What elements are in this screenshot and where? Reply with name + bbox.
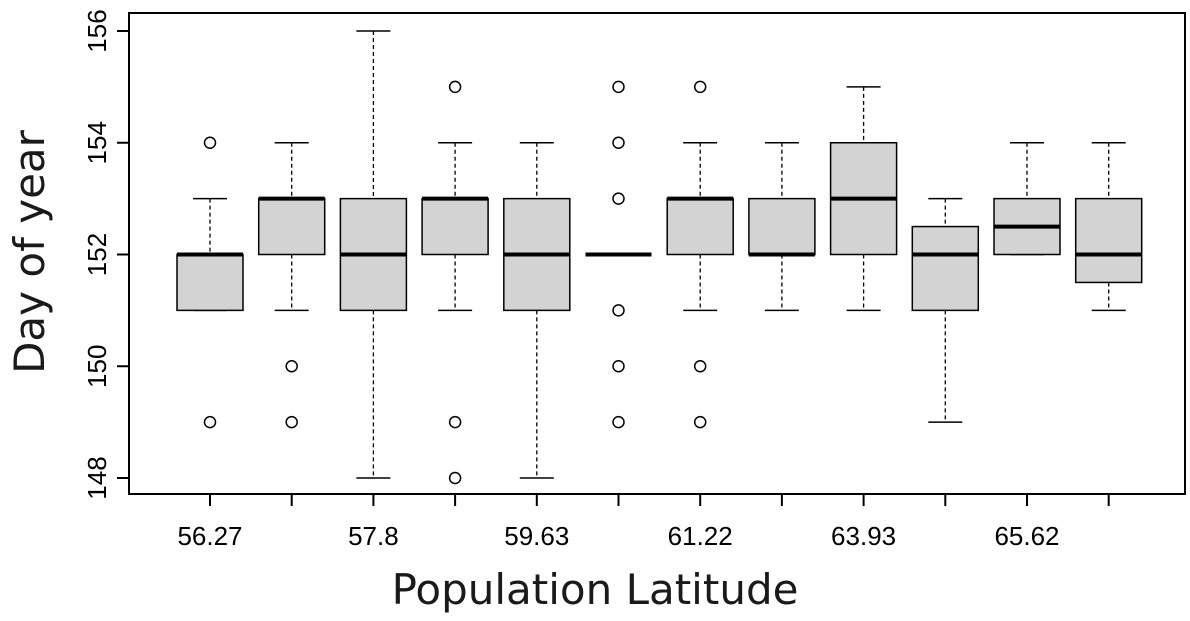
outlier-point xyxy=(203,136,217,149)
outlier-point xyxy=(612,80,625,94)
outlier-point xyxy=(612,415,625,429)
box-group xyxy=(585,80,652,429)
y-tick-label: 156 xyxy=(82,9,112,52)
x-tick-label: 61.22 xyxy=(668,521,733,551)
y-tick-label: 152 xyxy=(82,233,112,276)
outlier-point xyxy=(448,471,462,485)
iqr-box xyxy=(176,253,244,312)
x-tick-label: 65.62 xyxy=(994,521,1059,551)
box-group xyxy=(666,80,734,429)
y-axis-title: Day of year xyxy=(5,129,54,374)
x-tick-label: 59.63 xyxy=(504,521,569,551)
outlier-point xyxy=(612,304,625,317)
outlier-point xyxy=(448,415,462,429)
box-group xyxy=(1074,142,1143,312)
outlier-point xyxy=(693,80,707,94)
box-group xyxy=(911,197,980,423)
x-axis: 56.27 57.8 59.63 61.22 63.93 65.62 xyxy=(177,493,1110,551)
iqr-box xyxy=(911,225,980,312)
outlier-point xyxy=(285,360,298,373)
y-tick-label: 150 xyxy=(82,345,112,388)
y-axis: 148 150 152 154 156 xyxy=(82,9,130,500)
outlier-point xyxy=(612,360,625,373)
outlier-point xyxy=(693,415,707,429)
outlier-point xyxy=(448,80,462,94)
outlier-point xyxy=(612,192,625,205)
box-series xyxy=(176,30,1143,485)
outlier-point xyxy=(203,415,217,429)
box-group xyxy=(176,136,244,429)
x-tick-label: 63.93 xyxy=(831,521,896,551)
box-group xyxy=(829,86,898,312)
outlier-point xyxy=(285,415,298,429)
x-axis-title: Population Latitude xyxy=(392,565,799,614)
iqr-box xyxy=(257,197,326,256)
box-group xyxy=(993,142,1061,256)
box-group xyxy=(503,142,571,479)
iqr-box xyxy=(1074,197,1143,284)
box-group xyxy=(421,80,489,485)
iqr-box xyxy=(666,197,734,256)
outlier-point xyxy=(612,136,625,149)
y-tick-label: 154 xyxy=(82,121,112,164)
x-tick-label: 57.8 xyxy=(348,521,399,551)
x-tick-label: 56.27 xyxy=(177,521,242,551)
iqr-box xyxy=(748,197,816,256)
outlier-point xyxy=(693,360,707,373)
iqr-box xyxy=(421,197,489,256)
box-group xyxy=(257,142,326,429)
box-group xyxy=(748,142,816,312)
y-tick-label: 148 xyxy=(82,456,112,499)
box-group xyxy=(339,30,408,479)
